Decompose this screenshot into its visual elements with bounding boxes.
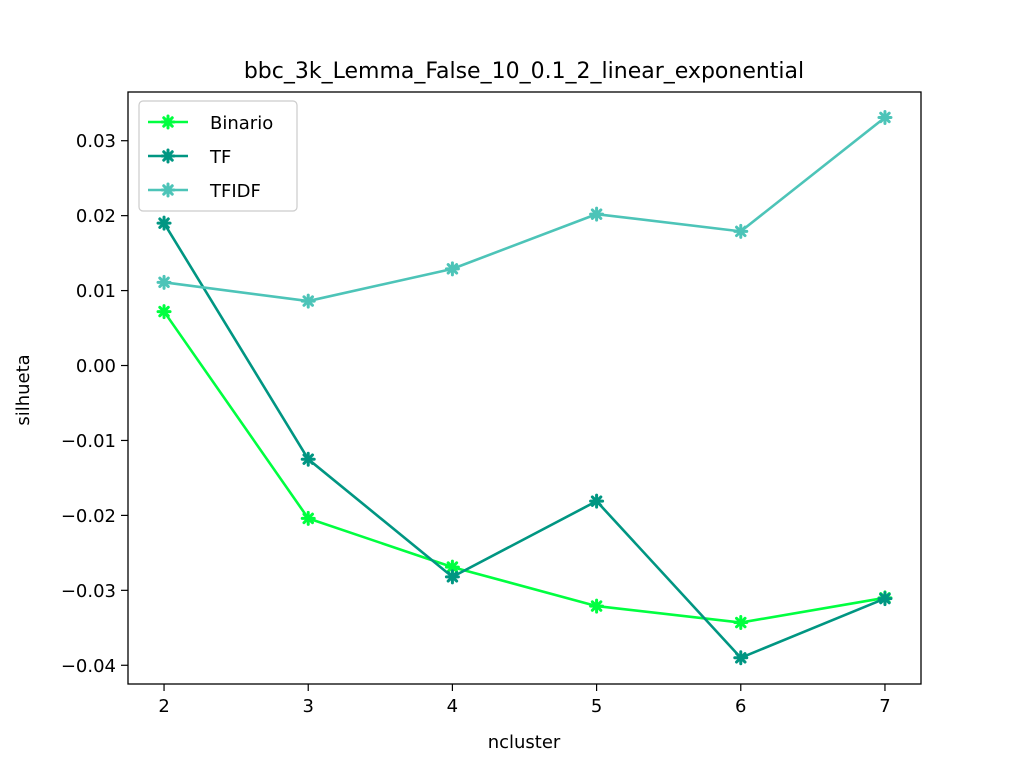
x-tick-label: 5 — [591, 696, 602, 717]
legend: Binario TF TFIDF — [138, 100, 298, 212]
x-tick-label: 4 — [447, 696, 458, 717]
data-point — [444, 569, 460, 585]
legend-item-binario: Binario — [148, 113, 273, 134]
data-point — [444, 261, 460, 277]
axes-frame — [127, 91, 922, 685]
y-tick-label: −0.04 — [61, 656, 116, 677]
data-point — [156, 274, 172, 290]
marker-core — [160, 308, 168, 315]
series-line — [162, 222, 886, 660]
data-point — [733, 615, 749, 631]
data-point — [589, 598, 605, 614]
x-axis: 2 3 4 5 6 7 — [158, 684, 891, 717]
chart-title: bbc_3k_Lemma_False_10_0.1_2_linear_expon… — [244, 59, 804, 84]
y-tick-label: −0.03 — [61, 581, 116, 602]
data-point — [300, 293, 316, 309]
data-point — [156, 304, 172, 320]
marker-core — [881, 114, 889, 121]
marker-core — [305, 455, 312, 463]
marker-core — [164, 152, 172, 160]
series-binario — [156, 304, 893, 631]
marker-core — [593, 497, 600, 505]
marker-core — [305, 515, 312, 522]
marker-core — [737, 228, 744, 235]
marker-core — [449, 563, 456, 571]
legend-box — [138, 100, 298, 212]
marker-core — [449, 265, 456, 273]
marker-core — [737, 619, 744, 626]
y-tick-label: −0.01 — [61, 431, 116, 452]
marker-core — [593, 210, 600, 218]
data-point — [300, 451, 316, 467]
legend-marker — [160, 182, 176, 198]
marker-core — [164, 186, 172, 194]
marker-core — [164, 118, 172, 126]
data-point — [300, 510, 316, 526]
legend-marker — [160, 148, 176, 164]
data-point — [589, 493, 605, 509]
plot-area — [127, 91, 922, 685]
data-point — [877, 109, 893, 125]
x-tick-label: 3 — [303, 696, 314, 717]
marker-core — [737, 654, 744, 661]
x-tick-label: 2 — [158, 696, 169, 717]
legend-item-tf: TF — [148, 147, 231, 168]
data-point — [877, 591, 893, 607]
y-axis-label: silhueta — [13, 354, 34, 425]
series-tf — [156, 215, 893, 666]
series-line — [162, 310, 886, 624]
x-tick-label: 6 — [735, 696, 746, 717]
series-line — [163, 116, 886, 303]
data-point — [589, 206, 605, 222]
x-tick-label: 7 — [879, 696, 890, 717]
legend-marker — [160, 114, 176, 130]
legend-label: TF — [209, 147, 231, 168]
data-point — [156, 215, 172, 231]
marker-core — [160, 279, 168, 286]
y-tick-label: −0.02 — [61, 506, 116, 527]
y-tick-label: 0.01 — [76, 281, 116, 302]
x-axis-label: ncluster — [488, 732, 561, 753]
data-point — [733, 223, 749, 239]
marker-core — [160, 219, 168, 227]
legend-label: Binario — [210, 113, 273, 134]
legend-item-tfidf: TFIDF — [148, 181, 261, 202]
y-tick-label: 0.03 — [76, 131, 116, 152]
series-tfidf — [156, 109, 893, 309]
legend-label: TFIDF — [209, 181, 261, 202]
data-point — [733, 650, 749, 666]
marker-core — [593, 602, 600, 610]
y-axis: −0.04 −0.03 −0.02 −0.01 0.00 0.01 0.02 0.03 — [61, 131, 128, 677]
y-tick-label: 0.00 — [76, 356, 116, 377]
marker-core — [881, 595, 889, 602]
y-tick-label: 0.02 — [76, 206, 116, 227]
marker-core — [449, 573, 456, 581]
marker-core — [305, 297, 312, 305]
